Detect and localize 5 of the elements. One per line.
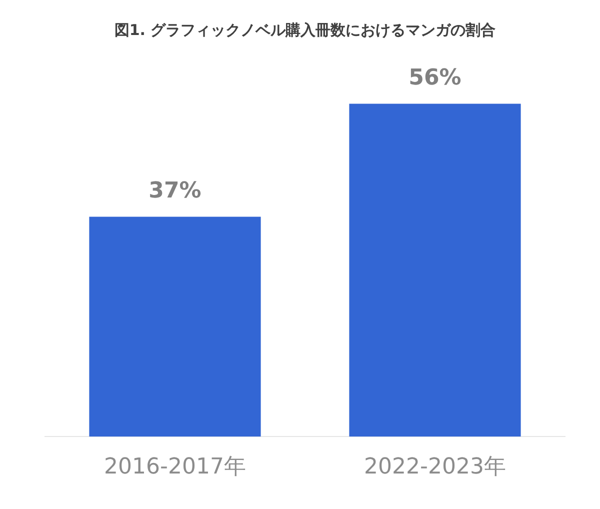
chart-title: 図1. グラフィックノベル購入冊数におけるマンガの割合 (114, 20, 496, 39)
x-tick-label: 2022-2023年 (364, 454, 506, 480)
x-tick-label: 2016-2017年 (104, 454, 246, 480)
data-label: 56% (408, 65, 462, 90)
data-label: 37% (148, 178, 202, 204)
